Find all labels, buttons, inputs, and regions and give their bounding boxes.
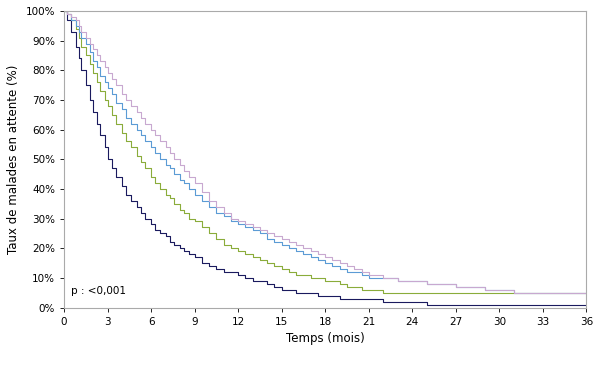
1995-1998 xyxy=(148,222,155,227)
2007-2011 xyxy=(148,128,155,132)
1995-1998 xyxy=(94,122,101,126)
2007-2011 xyxy=(438,282,445,286)
1999-2002 xyxy=(438,290,445,295)
1999-2002 xyxy=(61,9,68,13)
1999-2002 xyxy=(123,139,130,144)
1995-1998 xyxy=(583,302,590,307)
2007-2011 xyxy=(583,290,590,295)
Line: 2007-2011: 2007-2011 xyxy=(64,11,586,292)
Line: 1995-1998: 1995-1998 xyxy=(64,11,586,304)
1995-1998 xyxy=(423,302,430,307)
2007-2011 xyxy=(510,290,517,295)
2007-2011 xyxy=(249,225,256,230)
1995-1998 xyxy=(61,9,68,13)
2003-2006 xyxy=(94,65,101,69)
Line: 1999-2002: 1999-2002 xyxy=(64,11,586,292)
2007-2011 xyxy=(61,9,68,13)
Text: p : <0,001: p : <0,001 xyxy=(71,286,126,296)
Legend: 1995-1998, 1999-2002, 2003-2006, 2007-2011: 1995-1998, 1999-2002, 2003-2006, 2007-20… xyxy=(143,372,507,375)
1999-2002 xyxy=(148,175,155,179)
2003-2006 xyxy=(510,290,517,295)
2007-2011 xyxy=(423,282,430,286)
1999-2002 xyxy=(452,290,460,295)
2003-2006 xyxy=(249,228,256,232)
1995-1998 xyxy=(123,192,130,197)
Y-axis label: Taux de malades en attente (%): Taux de malades en attente (%) xyxy=(7,64,20,254)
2003-2006 xyxy=(438,282,445,286)
2007-2011 xyxy=(94,53,101,58)
1995-1998 xyxy=(249,279,256,283)
1995-1998 xyxy=(452,302,460,307)
1999-2002 xyxy=(249,255,256,260)
1999-2002 xyxy=(583,290,590,295)
2003-2006 xyxy=(61,9,68,13)
Line: 2003-2006: 2003-2006 xyxy=(64,11,586,292)
1999-2002 xyxy=(380,290,387,295)
2003-2006 xyxy=(123,116,130,120)
1999-2002 xyxy=(94,80,101,84)
2007-2011 xyxy=(123,98,130,102)
1995-1998 xyxy=(438,302,445,307)
2003-2006 xyxy=(148,145,155,150)
2003-2006 xyxy=(423,282,430,286)
2003-2006 xyxy=(583,290,590,295)
X-axis label: Temps (mois): Temps (mois) xyxy=(286,332,365,345)
